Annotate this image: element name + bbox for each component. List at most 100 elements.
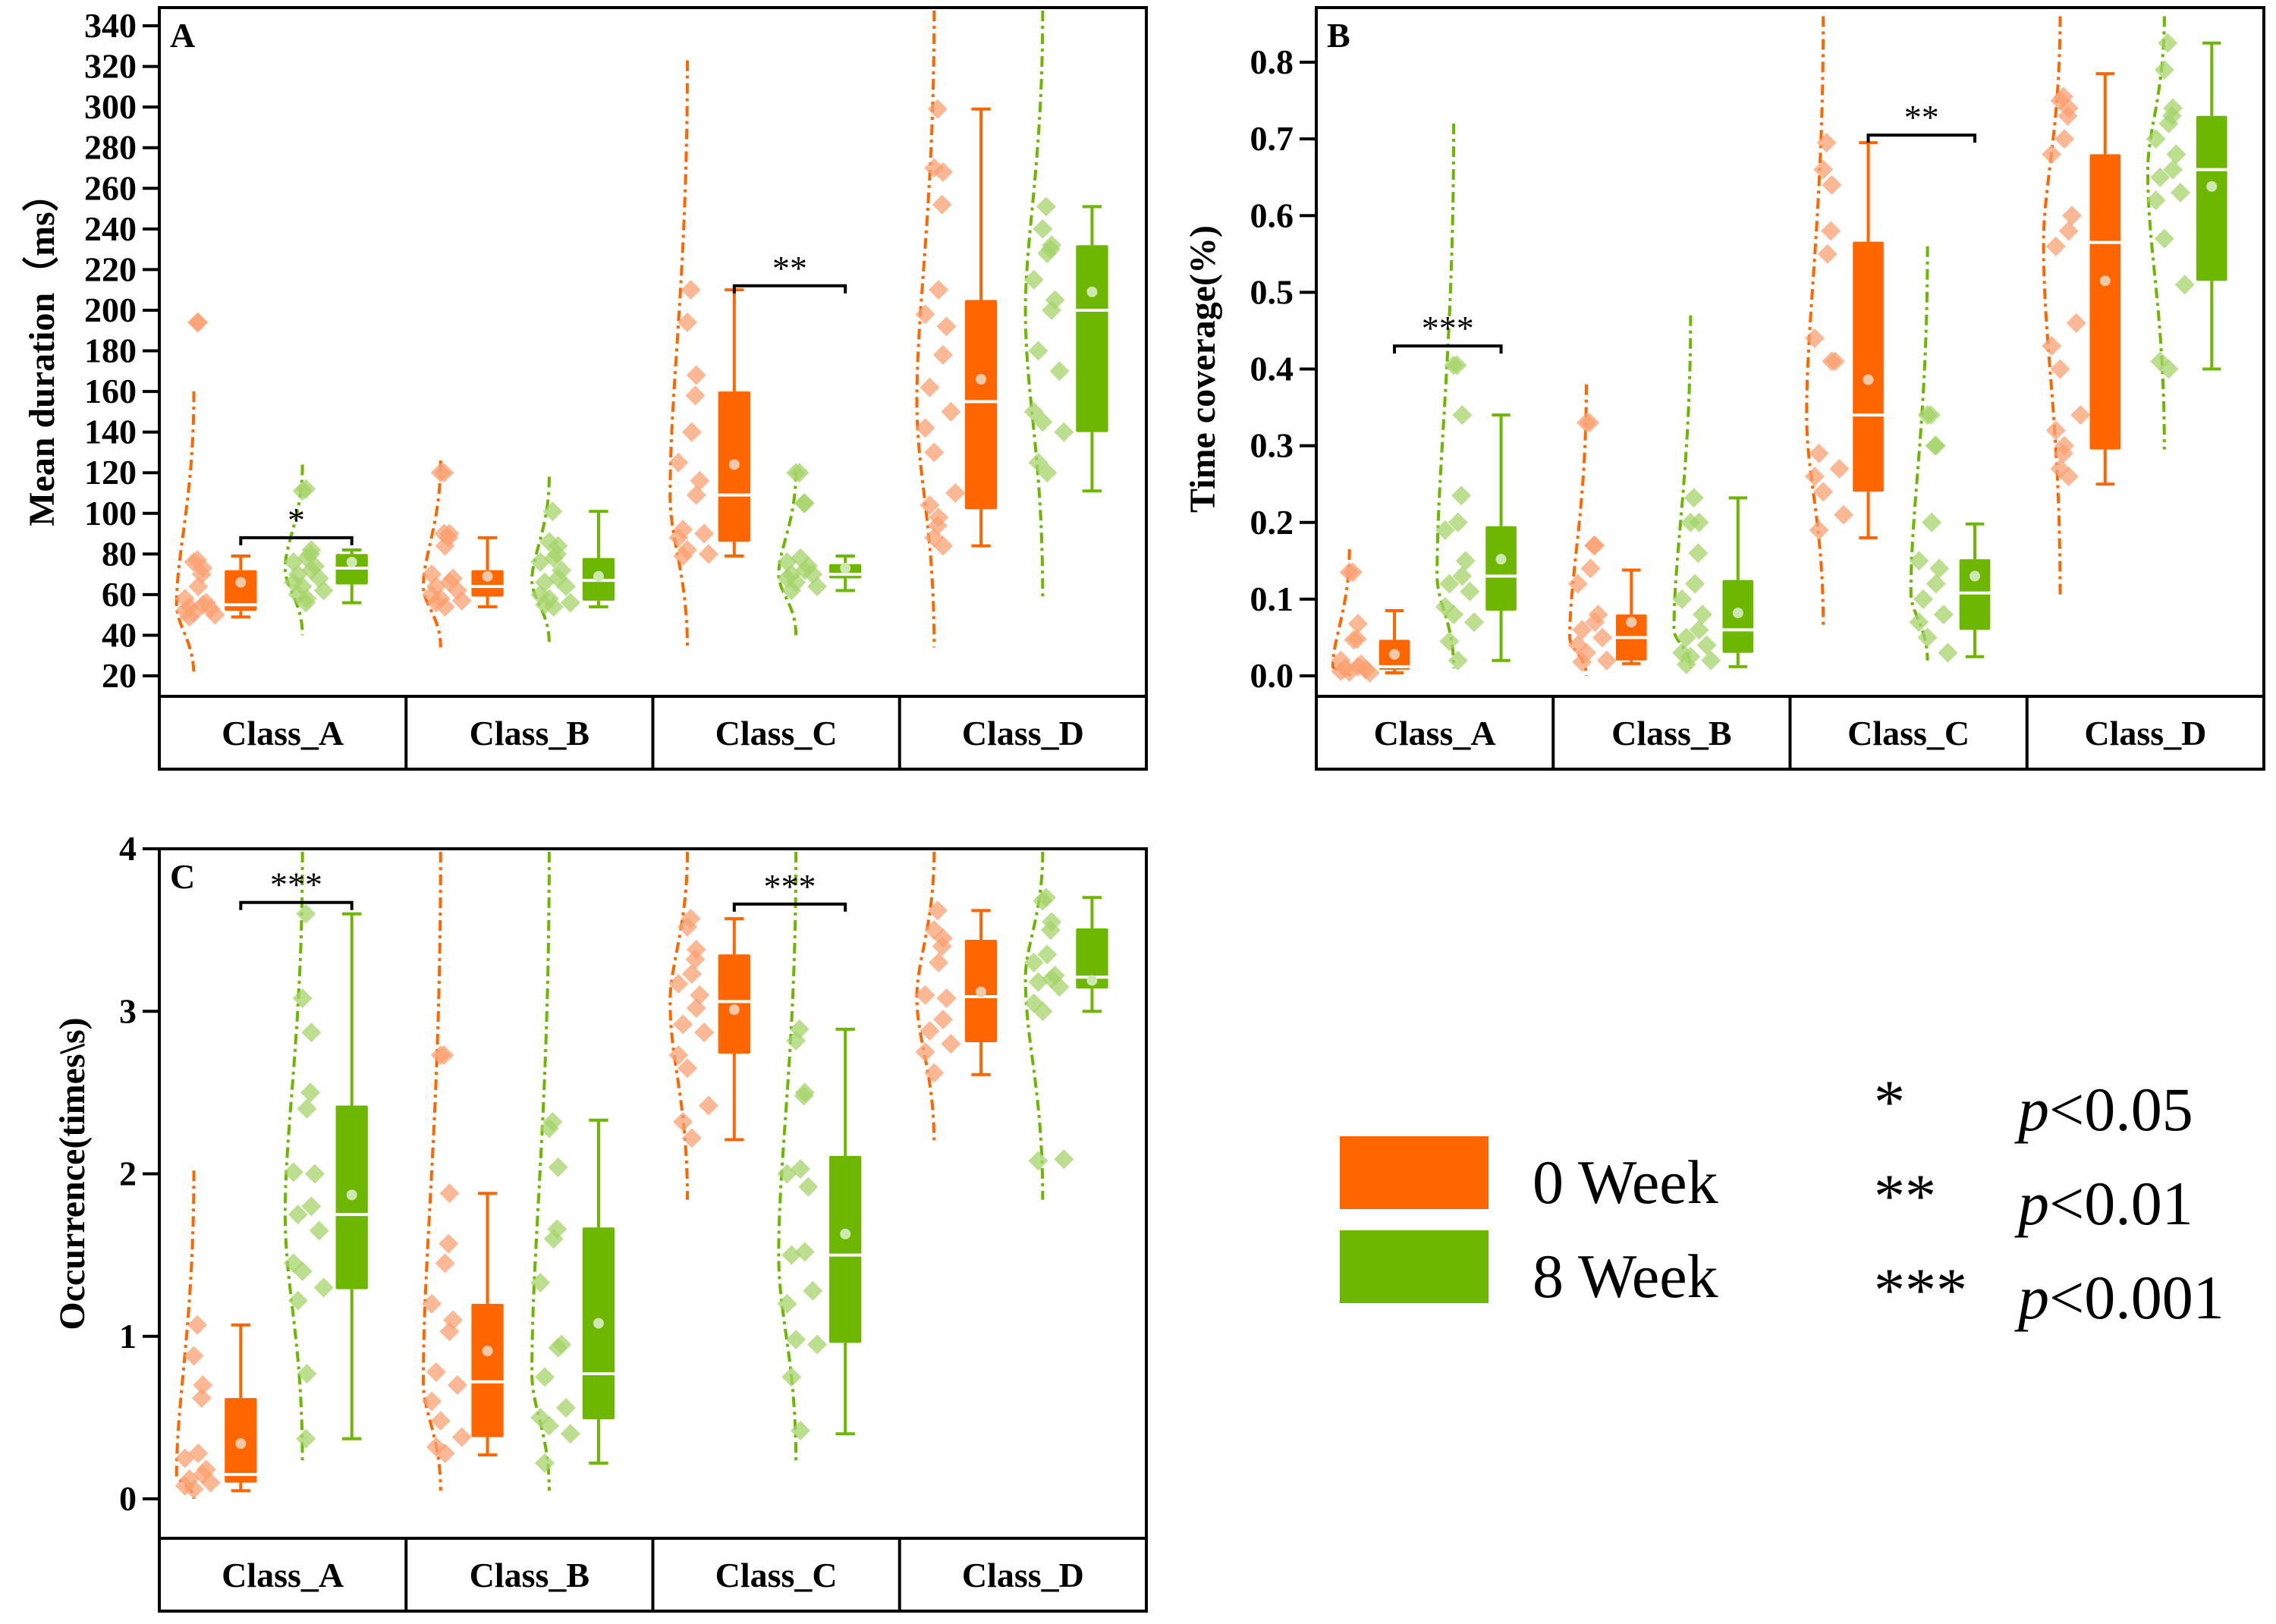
data-point <box>1829 458 1850 479</box>
mean-marker <box>1389 649 1400 660</box>
mean-marker <box>482 570 493 582</box>
significance-bracket <box>732 284 847 294</box>
data-point <box>1455 551 1476 571</box>
y-tick-label: 0.6 <box>1250 196 1294 234</box>
data-point <box>451 590 472 611</box>
data-point <box>1676 627 1696 648</box>
y-tick-label: 80 <box>102 534 137 573</box>
data-point <box>2154 228 2174 249</box>
data-point <box>929 280 949 300</box>
data-point <box>1933 605 1954 625</box>
box <box>964 300 998 510</box>
mean-marker <box>235 576 247 588</box>
density-curve <box>174 391 196 677</box>
box <box>1959 559 1991 630</box>
data-point <box>794 1242 815 1262</box>
category-label: Class_C <box>715 714 838 752</box>
data-point <box>673 545 693 566</box>
data-point <box>439 1183 460 1204</box>
y-tick-label: 0 <box>119 1479 137 1518</box>
data-point <box>1917 627 1938 648</box>
box <box>2089 154 2121 450</box>
data-point <box>439 1233 459 1254</box>
data-point <box>2163 159 2183 180</box>
data-point <box>535 1367 555 1387</box>
mean-marker <box>1086 975 1098 986</box>
density-curve <box>915 851 936 1145</box>
density-curve <box>530 476 551 644</box>
data-point <box>920 377 940 397</box>
density-curve <box>1672 315 1693 669</box>
y-tick-label: 0.0 <box>1250 656 1294 695</box>
data-point <box>435 1443 455 1464</box>
category-label: Class_B <box>1611 714 1731 752</box>
data-point <box>1339 661 1360 682</box>
data-point <box>1448 512 1468 532</box>
category-label: Class_D <box>962 1556 1084 1594</box>
y-tick-label: 40 <box>102 615 137 654</box>
data-point <box>915 1041 935 1062</box>
density-curve <box>530 851 551 1491</box>
density-curve <box>422 851 442 1491</box>
data-point <box>690 470 710 491</box>
data-point <box>548 1157 568 1177</box>
data-point <box>1925 573 1946 594</box>
data-point <box>1596 650 1617 671</box>
data-point <box>435 536 455 556</box>
data-point <box>699 544 719 564</box>
data-point <box>560 1424 580 1444</box>
data-point <box>2062 206 2083 226</box>
data-point <box>2058 221 2079 241</box>
data-point <box>781 580 802 601</box>
significance-bracket <box>1866 134 1977 143</box>
density-curve <box>174 1170 196 1500</box>
category-label: Class_A <box>222 1556 344 1594</box>
data-point <box>1036 196 1056 217</box>
data-point <box>309 1220 329 1241</box>
data-point <box>803 1280 823 1301</box>
data-point <box>798 1176 819 1197</box>
data-point <box>1925 435 1945 456</box>
y-tick-label: 320 <box>84 47 137 86</box>
data-point <box>542 501 563 522</box>
significance-label: *** <box>270 865 322 904</box>
data-point <box>430 463 451 483</box>
significance-label: * <box>288 501 305 539</box>
data-point <box>1028 972 1048 992</box>
panel-a: A204060801001201401601802002202402602803… <box>22 6 1148 771</box>
data-point <box>1452 566 1473 586</box>
data-point <box>1463 612 1484 633</box>
data-point <box>2054 129 2075 149</box>
significance-bracket <box>1393 344 1503 354</box>
data-point <box>296 592 316 613</box>
significance-label: *** <box>764 867 816 906</box>
mean-marker <box>2099 275 2111 287</box>
data-point <box>786 1330 806 1350</box>
data-point <box>1689 512 1709 532</box>
data-point <box>1917 405 1938 426</box>
data-point <box>2045 420 2066 441</box>
y-tick-label: 140 <box>84 413 137 451</box>
data-point <box>929 952 949 972</box>
box <box>829 1155 862 1343</box>
data-point <box>932 936 952 956</box>
panel-c: C 0 1 2 3 4 Occurrence(times\s) Class_A Class_B C… <box>52 829 1148 1613</box>
mean-marker <box>482 1346 493 1357</box>
data-point <box>292 988 313 1009</box>
data-point <box>786 463 806 483</box>
data-point <box>694 1022 715 1043</box>
data-point <box>1580 558 1601 579</box>
density-curve <box>283 851 304 1463</box>
data-point <box>777 1164 797 1184</box>
data-point <box>1049 977 1070 997</box>
density-curve <box>777 470 798 636</box>
category-label: Class_D <box>2084 714 2206 752</box>
data-point <box>1585 612 1605 633</box>
data-point <box>677 1058 698 1079</box>
significance-label: ** <box>772 249 807 287</box>
data-point <box>301 1196 322 1217</box>
data-point <box>422 1293 442 1314</box>
data-point <box>1804 466 1825 487</box>
data-point <box>191 1388 212 1409</box>
